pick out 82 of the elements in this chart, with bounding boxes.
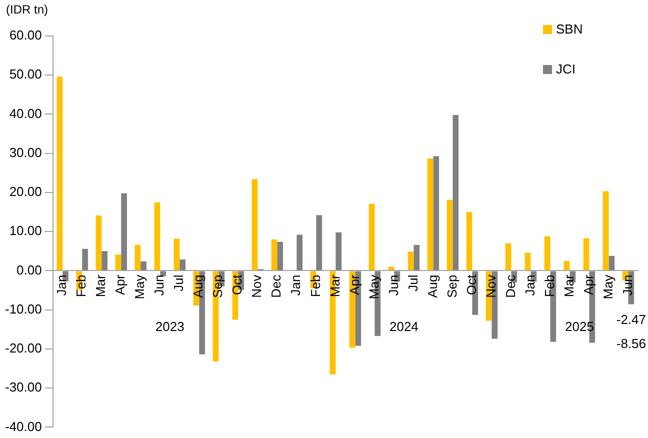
x-tick-label: Mar [93, 274, 108, 298]
bar [82, 248, 88, 270]
legend-label: SBN [556, 22, 583, 37]
bar [368, 204, 375, 270]
bar [544, 236, 550, 270]
y-tick-label: 0.00 [16, 262, 42, 278]
x-tick-label: Dec [268, 274, 284, 298]
y-tick-label: -40.00 [4, 418, 42, 434]
x-tick-label: May [600, 274, 616, 300]
x-tick-label: Nov [249, 274, 264, 298]
bar [564, 260, 570, 270]
bar [414, 244, 420, 270]
y-tick-label: 40.00 [9, 106, 42, 121]
y-axis-title: (IDR tn) [6, 2, 48, 16]
x-tick-label: Mar [327, 274, 342, 298]
bar [316, 215, 322, 270]
bar [336, 232, 342, 270]
bar [252, 179, 258, 270]
x-tick-label: Jun [152, 274, 167, 296]
bar [296, 234, 303, 270]
annotation: 2023 [155, 319, 184, 334]
x-tick-label: Jan [522, 274, 538, 296]
bar [583, 238, 590, 270]
bar [154, 202, 160, 270]
x-tick-label: Nov [483, 274, 498, 298]
y-tick-label: -30.00 [4, 380, 42, 395]
annotation: 2024 [389, 319, 418, 334]
bar [524, 252, 531, 270]
x-tick-label: Apr [580, 274, 596, 295]
x-tick-label: Sep [210, 274, 226, 298]
bar [408, 252, 414, 270]
x-tick-label: Jul [405, 274, 420, 292]
bar [271, 239, 278, 270]
bar [115, 254, 122, 270]
x-tick-label: Jul [171, 274, 186, 292]
bar [608, 256, 615, 270]
x-tick-label: Aug [190, 274, 206, 298]
bar [121, 193, 127, 270]
x-tick-label: May [366, 274, 382, 300]
bar [427, 158, 434, 270]
bar [102, 251, 108, 270]
bar [446, 200, 453, 270]
y-tick-label: -20.00 [4, 340, 42, 356]
x-tick-label: Jun [386, 274, 401, 296]
x-tick-label: Aug [424, 274, 440, 298]
legend-label: JCI [556, 62, 576, 77]
bar [174, 238, 180, 270]
x-tick-label: Apr [112, 274, 128, 295]
x-tick-label: Mar [561, 274, 576, 298]
data-label: -8.56 [616, 336, 646, 351]
bar [433, 156, 440, 270]
x-tick-label: Jan [54, 274, 70, 296]
x-tick-label: Dec [502, 274, 518, 298]
bar [56, 76, 63, 270]
bar [140, 261, 146, 270]
x-tick-label: May [132, 274, 148, 300]
x-tick-label: Oct [464, 274, 479, 295]
bar [505, 243, 512, 270]
bar [452, 115, 459, 270]
y-tick-label: -10.00 [4, 301, 42, 316]
x-tick-label: Jan [288, 274, 304, 296]
x-tick-label: Feb [308, 274, 323, 298]
x-tick-label: Sep [444, 274, 460, 298]
bar [466, 212, 472, 270]
x-tick-label: Feb [542, 274, 557, 298]
bar [134, 244, 141, 270]
bar [602, 191, 609, 270]
x-tick-label: Oct [230, 274, 245, 295]
x-tick-label: Jun [620, 274, 635, 296]
y-tick-label: 20.00 [9, 184, 42, 200]
bar [96, 216, 102, 270]
x-tick-label: Feb [74, 274, 89, 298]
y-tick-label: 30.00 [9, 144, 42, 160]
x-tick-label: Apr [346, 274, 362, 295]
bar [180, 259, 186, 270]
y-tick-label: 50.00 [9, 66, 42, 82]
y-tick-label: 10.00 [9, 223, 42, 238]
y-tick-label: 60.00 [9, 28, 42, 43]
data-label: -2.47 [616, 312, 646, 327]
bar [160, 271, 166, 276]
bar [277, 242, 284, 270]
annotation: 2025 [565, 319, 594, 334]
